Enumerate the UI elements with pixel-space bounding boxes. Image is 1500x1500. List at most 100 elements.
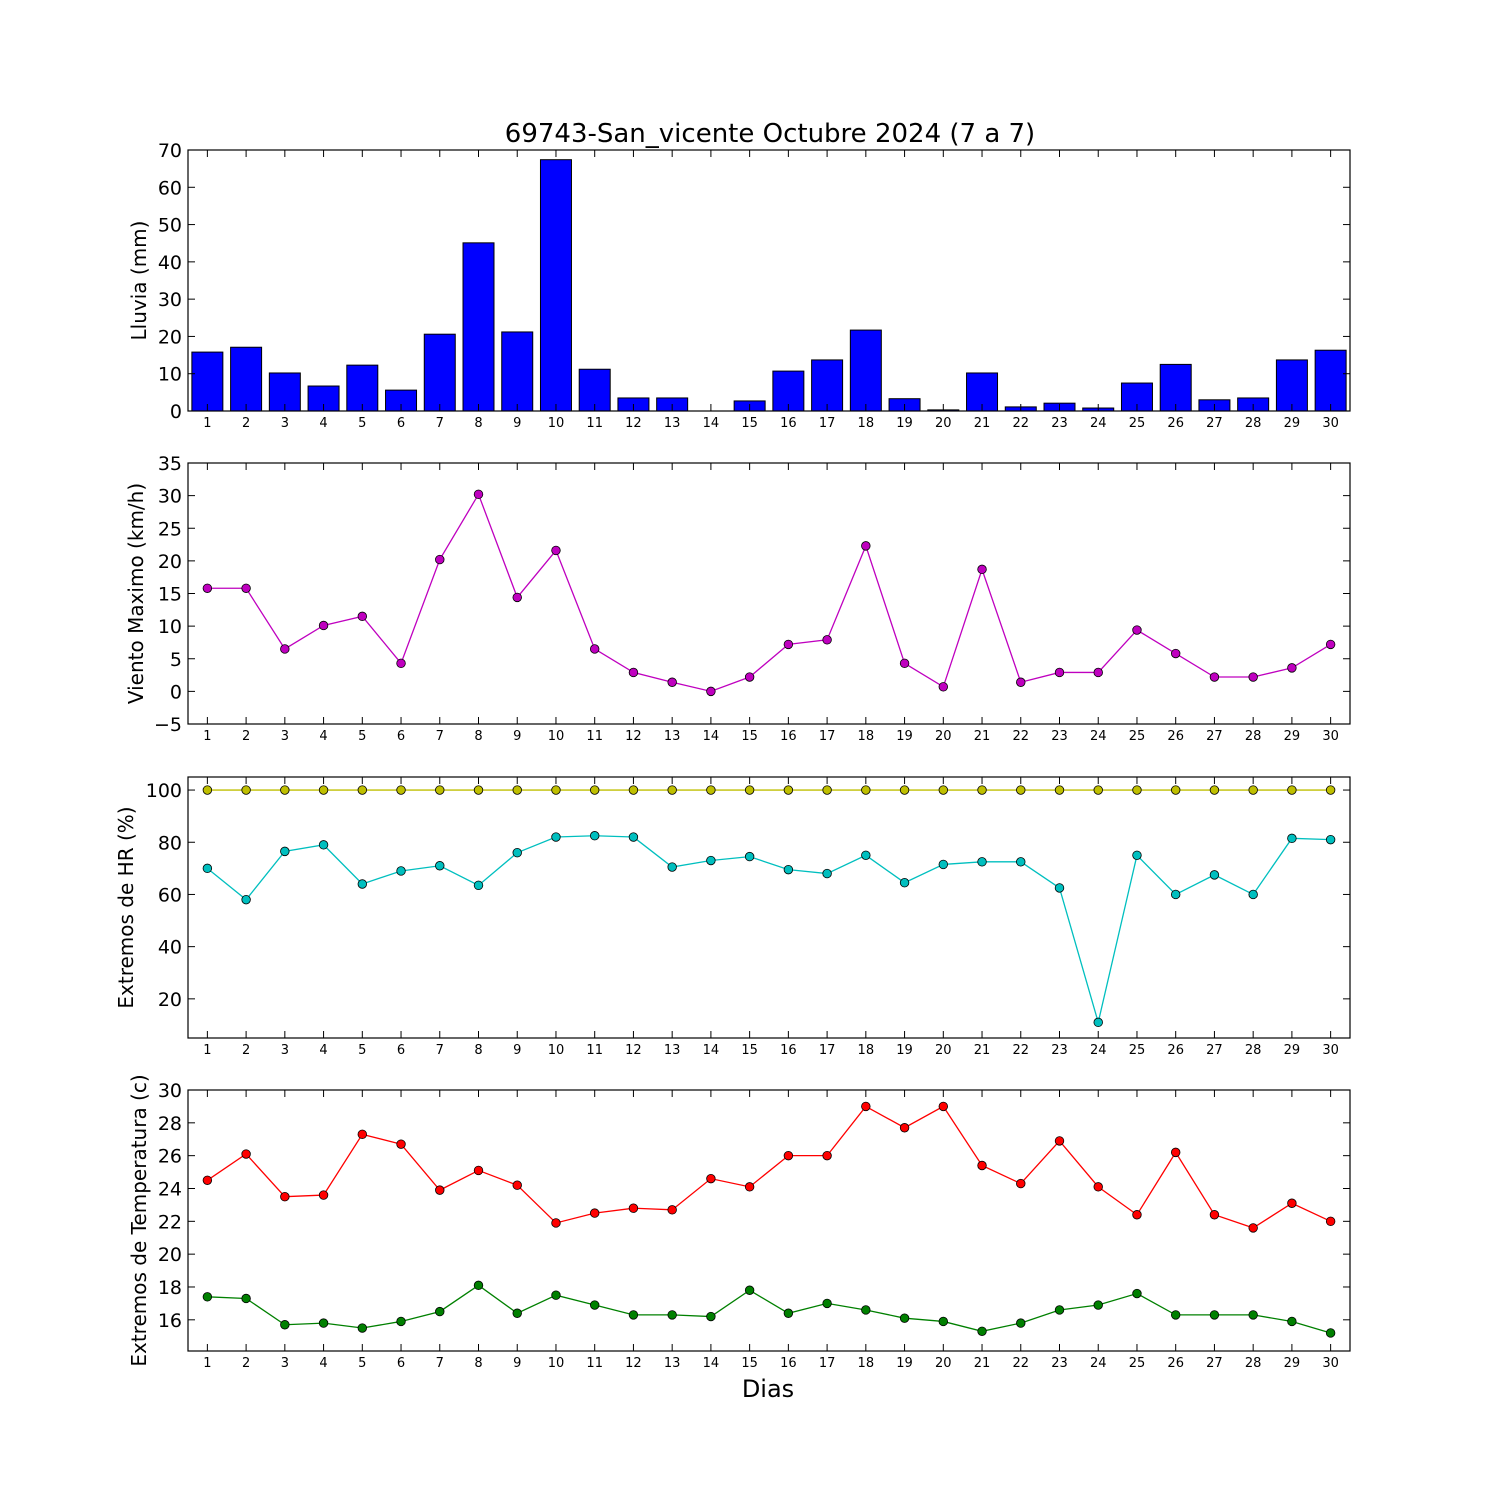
data-point: [938, 1316, 949, 1327]
data-point: [280, 846, 290, 857]
x-tick-label: 27: [1206, 1043, 1223, 1058]
y-tick-label: 35: [158, 453, 182, 475]
x-tick-label: 23: [1051, 1043, 1068, 1058]
y-tick-label: 70: [158, 140, 182, 162]
data-point: [861, 785, 871, 795]
data-point: [357, 879, 368, 889]
x-tick-label: 6: [397, 729, 405, 744]
data-point: [1209, 1210, 1220, 1220]
data-point: [435, 1185, 445, 1195]
y-tick-label: 30: [158, 289, 182, 311]
data-point: [590, 785, 600, 795]
data-point: [357, 1129, 368, 1140]
data-point: [241, 1293, 251, 1304]
x-tick-label: 10: [548, 416, 565, 431]
data-point: [202, 583, 213, 593]
x-tick-label: 26: [1167, 1043, 1184, 1058]
y-tick-label: 100: [146, 780, 182, 802]
data-point: [1132, 850, 1142, 861]
x-tick-label: 1: [203, 1356, 211, 1371]
x-tick-label: 11: [586, 416, 603, 431]
y-tick-label: 28: [158, 1113, 182, 1135]
x-tick-label: 17: [819, 1356, 836, 1371]
data-point: [512, 1180, 522, 1190]
x-tick-label: 11: [586, 1356, 603, 1371]
data-point: [318, 620, 329, 631]
x-tick-label: 21: [974, 1043, 991, 1058]
x-tick-label: 5: [358, 416, 366, 431]
data-point: [318, 1190, 329, 1200]
data-point: [590, 644, 600, 654]
x-tick-label: 8: [474, 416, 482, 431]
data-point: [1209, 785, 1220, 795]
x-tick-label: 3: [281, 729, 289, 744]
x-tick-label: 17: [819, 1043, 836, 1058]
x-tick-label: 4: [319, 416, 327, 431]
data-point: [396, 785, 406, 795]
data-point: [783, 864, 794, 875]
data-point: [822, 1298, 832, 1309]
data-point: [1016, 857, 1026, 867]
x-tick-label: 14: [703, 416, 720, 431]
x-tick-label: 2: [242, 729, 250, 744]
x-tick-label: 23: [1051, 1356, 1068, 1371]
data-point: [1287, 1316, 1297, 1327]
y-tick-label: 30: [158, 1080, 182, 1102]
data-point: [822, 1150, 832, 1161]
x-tick-label: 10: [548, 729, 565, 744]
x-tick-label: 8: [474, 729, 482, 744]
data-point: [202, 1292, 213, 1302]
y-axis-label: Lluvia (mm): [127, 221, 151, 341]
data-point: [1016, 677, 1026, 687]
y-tick-label: 20: [158, 1244, 182, 1266]
x-tick-label: 3: [281, 1043, 289, 1058]
data-point: [1054, 1305, 1065, 1315]
data-point: [667, 862, 677, 872]
data-point: [938, 682, 949, 692]
data-point: [1325, 1328, 1336, 1338]
y-tick-label: 50: [158, 215, 182, 237]
x-tick-label: 15: [741, 729, 758, 744]
data-point: [899, 1313, 910, 1323]
data-point: [783, 785, 794, 795]
bar: [1159, 363, 1192, 412]
x-tick-label: 27: [1206, 1356, 1223, 1371]
x-tick-label: 18: [858, 416, 875, 431]
data-point: [512, 847, 522, 858]
x-tick-label: 5: [358, 729, 366, 744]
series-line: [207, 1284, 1331, 1334]
data-point: [1016, 1178, 1026, 1189]
y-tick-label: 5: [170, 649, 182, 671]
y-tick-label: 20: [158, 326, 182, 348]
data-point: [280, 1191, 290, 1202]
y-axis-label: Viento Maximo (km/h): [124, 483, 148, 704]
data-point: [861, 1305, 871, 1315]
data-point: [1287, 663, 1297, 673]
x-tick-label: 7: [436, 729, 444, 744]
data-point: [1209, 1310, 1220, 1320]
x-tick-label: 2: [242, 416, 250, 431]
x-tick-label: 4: [319, 1043, 327, 1058]
x-tick-label: 8: [474, 1356, 482, 1371]
data-point: [396, 658, 406, 669]
data-point: [1016, 785, 1026, 795]
data-point: [977, 857, 987, 867]
y-tick-label: 10: [158, 364, 182, 386]
data-point: [1132, 785, 1142, 795]
bar: [1314, 349, 1347, 412]
x-tick-label: 30: [1322, 1356, 1339, 1371]
data-point: [628, 832, 639, 842]
y-tick-label: 25: [158, 518, 182, 540]
bar: [811, 359, 844, 412]
data-point: [783, 1308, 794, 1318]
data-point: [628, 785, 639, 795]
data-point: [551, 785, 561, 795]
data-point: [512, 785, 522, 795]
x-tick-label: 3: [281, 416, 289, 431]
data-point: [241, 785, 251, 795]
data-point: [783, 639, 794, 650]
data-point: [899, 1123, 910, 1133]
x-tick-label: 18: [858, 1043, 875, 1058]
